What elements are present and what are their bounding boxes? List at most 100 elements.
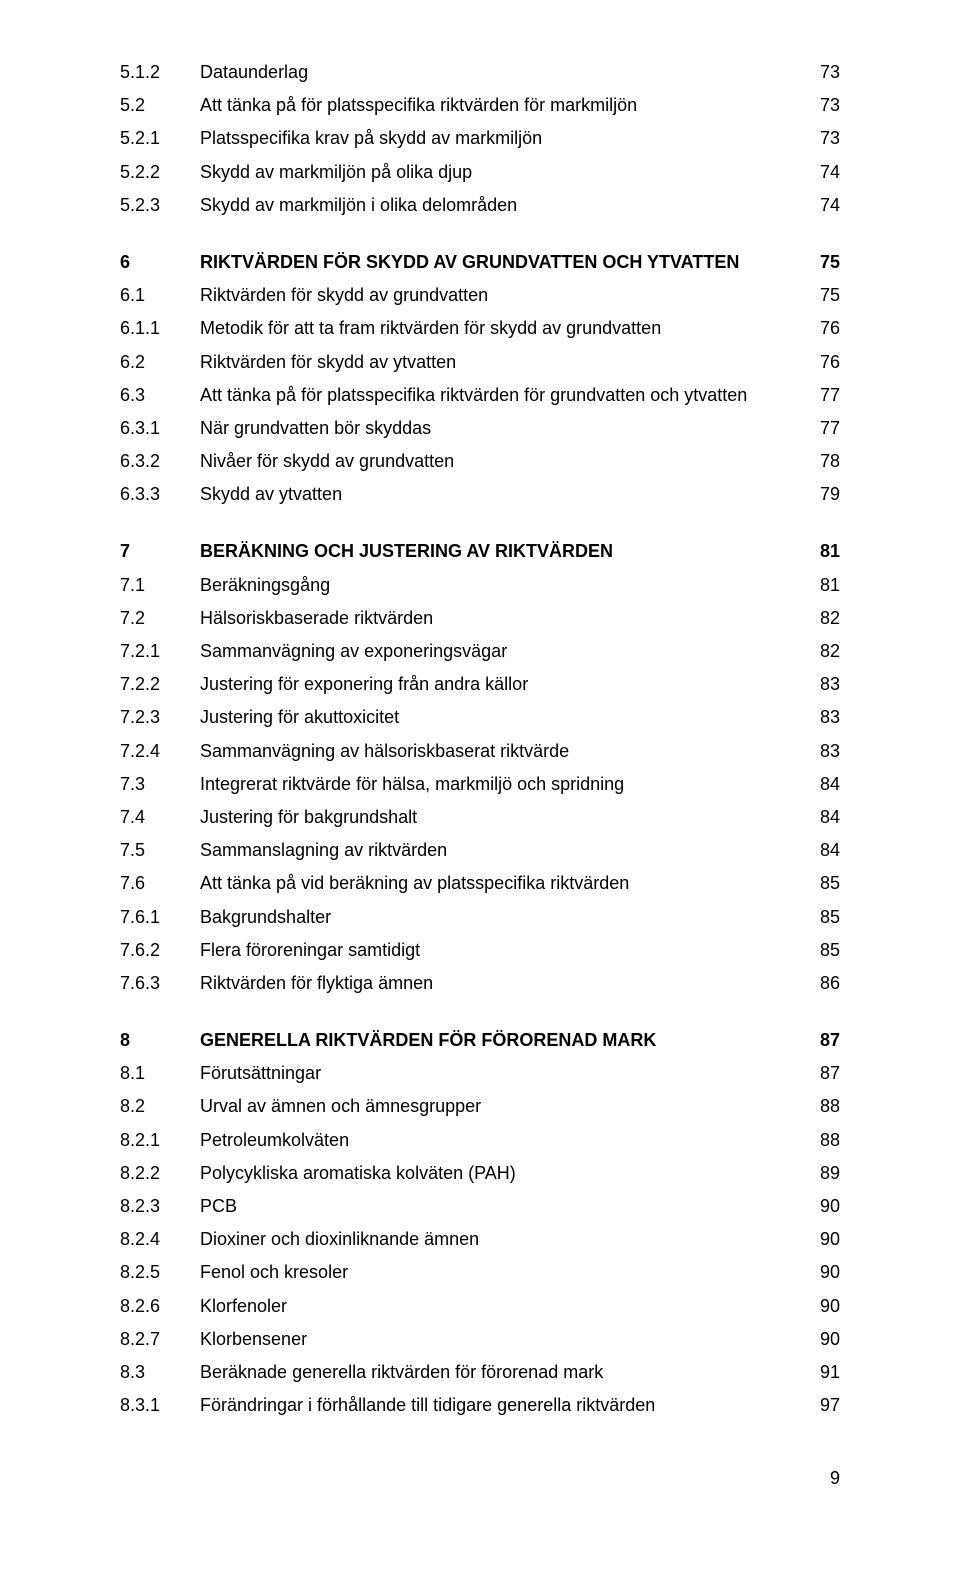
toc-entry-title: Skydd av markmiljön i olika delområden (200, 193, 800, 218)
toc-entry-number: 8.2.7 (120, 1327, 200, 1352)
toc-entry-number: 5.1.2 (120, 60, 200, 85)
toc-entry-page: 73 (800, 93, 840, 118)
toc-entry-page: 88 (800, 1128, 840, 1153)
toc-entry: 7.2Hälsoriskbaserade riktvärden82 (120, 606, 840, 631)
toc-entry-number: 8.2 (120, 1094, 200, 1119)
toc-entry: 8.2.2Polycykliska aromatiska kolväten (P… (120, 1161, 840, 1186)
toc-entry-number: 8.3 (120, 1360, 200, 1385)
toc-entry-page: 75 (800, 250, 840, 275)
toc-entry-page: 76 (800, 316, 840, 341)
toc-entry: 7.2.4Sammanvägning av hälsoriskbaserat r… (120, 739, 840, 764)
toc-entry: 5.2Att tänka på för platsspecifika riktv… (120, 93, 840, 118)
toc-entry-number: 7.1 (120, 573, 200, 598)
toc-entry-number: 6.1.1 (120, 316, 200, 341)
toc-entry: 6.1Riktvärden för skydd av grundvatten75 (120, 283, 840, 308)
toc-entry-title: Justering för exponering från andra käll… (200, 672, 800, 697)
toc-entry-title: Fenol och kresoler (200, 1260, 800, 1285)
toc-entry-number: 7.4 (120, 805, 200, 830)
toc-entry-page: 85 (800, 905, 840, 930)
toc-entry-number: 7.6.3 (120, 971, 200, 996)
toc-entry-number: 7 (120, 539, 200, 564)
toc-entry-number: 6.3.3 (120, 482, 200, 507)
section-gap (120, 226, 840, 250)
toc-entry-title: Nivåer för skydd av grundvatten (200, 449, 800, 474)
toc-entry-number: 7.2.1 (120, 639, 200, 664)
toc-entry-title: Justering för bakgrundshalt (200, 805, 800, 830)
toc-entry-page: 83 (800, 705, 840, 730)
toc-entry-page: 97 (800, 1393, 840, 1418)
toc-entry: 5.2.3Skydd av markmiljön i olika delområ… (120, 193, 840, 218)
toc-entry-title: GENERELLA RIKTVÄRDEN FÖR FÖRORENAD MARK (200, 1028, 800, 1053)
toc-entry: 6.3.2Nivåer för skydd av grundvatten78 (120, 449, 840, 474)
toc-entry-number: 6.3.1 (120, 416, 200, 441)
toc-entry: 8.2.4Dioxiner och dioxinliknande ämnen90 (120, 1227, 840, 1252)
toc-entry-title: Att tänka på för platsspecifika riktvärd… (200, 383, 800, 408)
toc-entry: 7.2.2Justering för exponering från andra… (120, 672, 840, 697)
toc-entry: 8.2.5Fenol och kresoler90 (120, 1260, 840, 1285)
toc-entry-number: 8.2.4 (120, 1227, 200, 1252)
toc-entry: 7.2.1Sammanvägning av exponeringsvägar82 (120, 639, 840, 664)
toc-entry-page: 76 (800, 350, 840, 375)
toc-entry: 7.4Justering för bakgrundshalt84 (120, 805, 840, 830)
toc-entry: 6.3.1När grundvatten bör skyddas77 (120, 416, 840, 441)
toc-entry-number: 7.2 (120, 606, 200, 631)
toc-entry-title: Förutsättningar (200, 1061, 800, 1086)
toc-entry-page: 83 (800, 739, 840, 764)
toc-entry-number: 5.2.3 (120, 193, 200, 218)
toc-entry-page: 85 (800, 871, 840, 896)
toc-entry-page: 87 (800, 1061, 840, 1086)
toc-entry-title: PCB (200, 1194, 800, 1219)
toc-entry-page: 90 (800, 1294, 840, 1319)
toc-entry: 7.3Integrerat riktvärde för hälsa, markm… (120, 772, 840, 797)
toc-entry-number: 6.3 (120, 383, 200, 408)
toc-entry-title: Platsspecifika krav på skydd av markmilj… (200, 126, 800, 151)
toc-entry-title: Beräkningsgång (200, 573, 800, 598)
toc-entry-page: 90 (800, 1227, 840, 1252)
toc-entry-title: Petroleumkolväten (200, 1128, 800, 1153)
toc-entry-page: 77 (800, 383, 840, 408)
section-gap (120, 515, 840, 539)
toc-entry-title: Riktvärden för skydd av grundvatten (200, 283, 800, 308)
toc-entry-title: Dataunderlag (200, 60, 800, 85)
toc-entry-title: RIKTVÄRDEN FÖR SKYDD AV GRUNDVATTEN OCH … (200, 250, 800, 275)
toc-entry-page: 84 (800, 772, 840, 797)
toc-entry: 7.6.2Flera föroreningar samtidigt85 (120, 938, 840, 963)
toc-entry-page: 90 (800, 1194, 840, 1219)
toc-entry-number: 8.2.2 (120, 1161, 200, 1186)
toc-entry-number: 7.2.2 (120, 672, 200, 697)
table-of-contents: 5.1.2Dataunderlag735.2Att tänka på för p… (120, 60, 840, 1418)
toc-entry-number: 6.1 (120, 283, 200, 308)
toc-entry-title: Att tänka på för platsspecifika riktvärd… (200, 93, 800, 118)
toc-entry-page: 78 (800, 449, 840, 474)
toc-entry-number: 7.2.3 (120, 705, 200, 730)
toc-entry-title: Att tänka på vid beräkning av platsspeci… (200, 871, 800, 896)
toc-entry: 8GENERELLA RIKTVÄRDEN FÖR FÖRORENAD MARK… (120, 1028, 840, 1053)
toc-entry-number: 5.2 (120, 93, 200, 118)
toc-entry-page: 81 (800, 539, 840, 564)
toc-entry-title: Beräknade generella riktvärden för föror… (200, 1360, 800, 1385)
toc-entry-number: 6.3.2 (120, 449, 200, 474)
toc-entry-number: 7.3 (120, 772, 200, 797)
page-number: 9 (120, 1468, 840, 1489)
toc-entry-page: 91 (800, 1360, 840, 1385)
toc-entry-page: 74 (800, 193, 840, 218)
toc-entry-title: Klorbensener (200, 1327, 800, 1352)
toc-entry: 6.3Att tänka på för platsspecifika riktv… (120, 383, 840, 408)
toc-entry-title: Flera föroreningar samtidigt (200, 938, 800, 963)
toc-entry-page: 73 (800, 126, 840, 151)
toc-entry-page: 79 (800, 482, 840, 507)
toc-entry: 8.2.6Klorfenoler90 (120, 1294, 840, 1319)
toc-entry-page: 82 (800, 606, 840, 631)
toc-entry-page: 89 (800, 1161, 840, 1186)
toc-entry-page: 90 (800, 1327, 840, 1352)
toc-entry: 7.1Beräkningsgång81 (120, 573, 840, 598)
toc-entry: 5.2.2Skydd av markmiljön på olika djup74 (120, 160, 840, 185)
toc-entry: 5.2.1Platsspecifika krav på skydd av mar… (120, 126, 840, 151)
toc-entry: 7BERÄKNING OCH JUSTERING AV RIKTVÄRDEN81 (120, 539, 840, 564)
toc-entry-number: 8.3.1 (120, 1393, 200, 1418)
toc-entry-title: Dioxiner och dioxinliknande ämnen (200, 1227, 800, 1252)
toc-entry: 7.2.3Justering för akuttoxicitet83 (120, 705, 840, 730)
toc-entry-number: 8.2.5 (120, 1260, 200, 1285)
toc-entry-page: 81 (800, 573, 840, 598)
toc-entry-page: 74 (800, 160, 840, 185)
